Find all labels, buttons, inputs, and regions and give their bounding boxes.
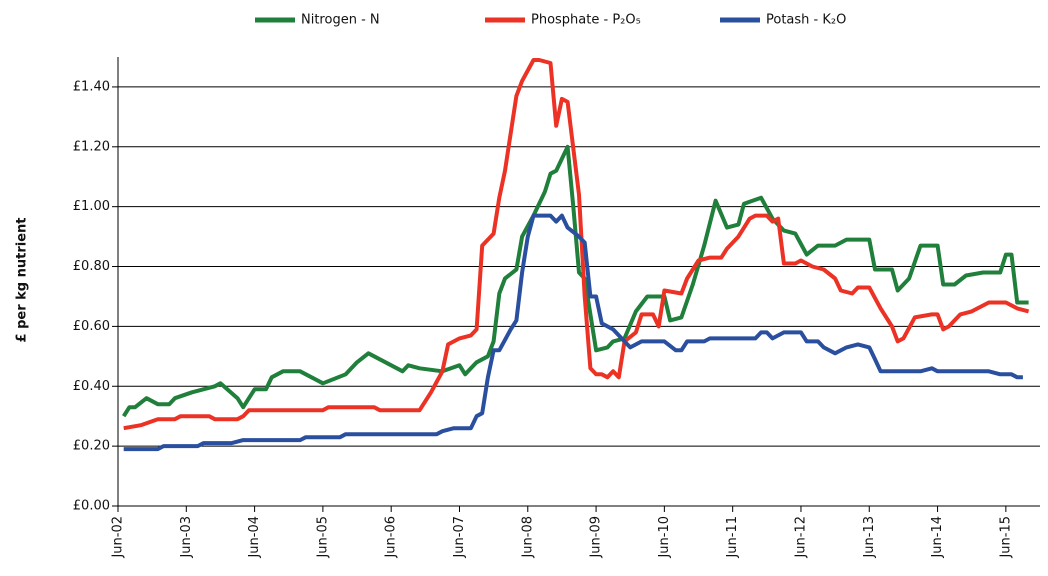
y-tick-label: £1.00 (73, 199, 110, 214)
x-tick-label: Jun-08 (520, 516, 535, 559)
x-tick-label: Jun-02 (111, 516, 126, 559)
x-tick-label: Jun-09 (589, 516, 604, 559)
y-tick-label: £1.40 (73, 79, 110, 94)
x-tick-label: Jun-05 (315, 516, 330, 559)
x-tick-label: Jun-13 (862, 516, 877, 559)
y-axis-label: £ per kg nutrient (15, 218, 30, 343)
x-tick-label: Jun-06 (384, 516, 399, 559)
legend-label: Potash - K₂O (766, 13, 846, 28)
x-tick-label: Jun-11 (725, 516, 740, 559)
series-line (123, 58, 1030, 431)
series-line (122, 144, 1029, 418)
y-tick-label: £0.80 (73, 259, 110, 274)
y-tick-label: £0.40 (73, 379, 110, 394)
series-line (123, 213, 1023, 452)
x-tick-label: Jun-12 (793, 516, 808, 559)
y-tick-label: £0.20 (73, 439, 110, 454)
y-tick-label: £0.00 (73, 499, 110, 514)
legend-label: Nitrogen - N (301, 13, 380, 28)
x-tick-label: Jun-10 (657, 516, 672, 559)
x-tick-label: Jun-07 (452, 516, 467, 559)
legend-label: Phosphate - P₂O₅ (531, 13, 641, 28)
x-tick-label: Jun-04 (247, 516, 262, 559)
y-tick-label: £0.60 (73, 319, 110, 334)
y-tick-label: £1.20 (73, 139, 110, 154)
x-tick-label: Jun-15 (998, 516, 1013, 559)
x-tick-label: Jun-14 (930, 516, 945, 559)
x-tick-label: Jun-03 (179, 516, 194, 559)
